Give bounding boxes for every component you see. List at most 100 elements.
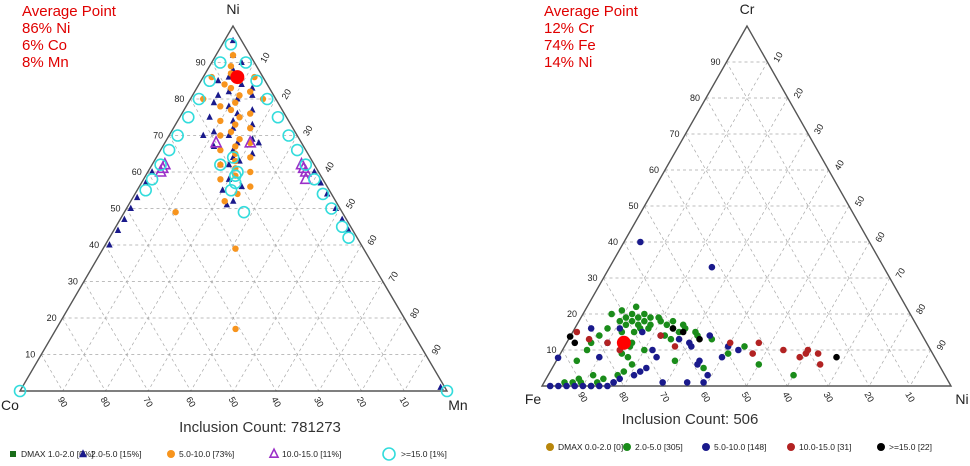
tick-label: 80 bbox=[617, 390, 631, 404]
data-point bbox=[213, 56, 227, 69]
data-point bbox=[142, 179, 149, 186]
data-point bbox=[610, 379, 617, 386]
data-point bbox=[796, 353, 804, 361]
tick-label: 50 bbox=[740, 390, 754, 404]
legend-label: >=15.0 [22] bbox=[889, 442, 932, 452]
triangle-frame bbox=[540, 24, 953, 387]
tick-label: 70 bbox=[894, 266, 908, 280]
tick-label: 10 bbox=[397, 395, 411, 409]
data-point bbox=[583, 346, 591, 354]
data-point bbox=[238, 80, 245, 87]
tick-label: 30 bbox=[68, 277, 78, 287]
tick-label: 70 bbox=[153, 131, 163, 141]
data-point bbox=[573, 328, 581, 336]
tick-label: 80 bbox=[99, 395, 113, 409]
data-point bbox=[604, 325, 611, 332]
data-point bbox=[600, 375, 607, 383]
data-point bbox=[154, 158, 167, 171]
data-point bbox=[345, 226, 352, 233]
tick-label: 20 bbox=[280, 87, 294, 101]
data-point bbox=[679, 328, 687, 336]
data-point bbox=[688, 343, 695, 350]
average-point-line: 14% Ni bbox=[544, 54, 593, 71]
data-point bbox=[608, 310, 615, 318]
legend-marker bbox=[382, 447, 396, 461]
tick-label: 30 bbox=[587, 273, 597, 283]
legend-marker bbox=[268, 447, 280, 459]
legend-label: 2.0-5.0 [15%] bbox=[91, 449, 142, 459]
tick-label: 10 bbox=[771, 50, 785, 64]
data-point bbox=[657, 332, 664, 339]
data-point bbox=[804, 346, 812, 354]
data-point bbox=[227, 128, 235, 136]
grid-line bbox=[168, 135, 320, 392]
data-point bbox=[247, 183, 254, 190]
tick-label: 30 bbox=[301, 124, 315, 138]
data-point bbox=[546, 382, 554, 390]
data-point bbox=[162, 143, 176, 157]
legend-marker bbox=[702, 443, 710, 451]
legend-label: 2.0-5.0 [305] bbox=[635, 442, 683, 452]
data-point bbox=[726, 339, 734, 347]
data-point bbox=[299, 158, 313, 171]
data-point bbox=[585, 335, 593, 343]
grid-line bbox=[211, 62, 405, 392]
data-point bbox=[616, 325, 624, 332]
tick-label: 90 bbox=[576, 390, 590, 404]
data-point bbox=[596, 353, 603, 361]
data-point bbox=[618, 307, 626, 314]
grid-line bbox=[827, 277, 891, 387]
grid-line bbox=[318, 281, 384, 392]
data-point bbox=[214, 91, 222, 98]
data-point bbox=[236, 135, 243, 143]
data-point bbox=[622, 314, 630, 321]
data-point bbox=[700, 379, 707, 386]
data-point bbox=[780, 346, 787, 354]
data-point bbox=[620, 368, 628, 375]
data-point bbox=[13, 384, 27, 398]
data-point bbox=[440, 384, 454, 398]
data-point bbox=[616, 317, 624, 325]
data-point bbox=[206, 113, 213, 120]
data-point bbox=[628, 361, 636, 368]
data-point bbox=[236, 92, 243, 99]
data-point bbox=[260, 92, 274, 106]
data-point bbox=[217, 146, 224, 154]
data-point bbox=[587, 325, 595, 332]
legend-marker bbox=[623, 443, 631, 451]
vertex-label-left: Fe bbox=[525, 391, 542, 407]
tick-label: 60 bbox=[365, 233, 379, 247]
tick-label: 60 bbox=[699, 390, 713, 404]
grid-line bbox=[868, 313, 911, 387]
average-point-line: 12% Cr bbox=[544, 20, 595, 37]
inclusion-count-label: Inclusion Count: 781273 bbox=[179, 419, 341, 436]
legend-label: 10.0-15.0 [11%] bbox=[282, 449, 341, 459]
grid-line bbox=[705, 97, 870, 387]
data-point bbox=[224, 37, 238, 51]
data-point bbox=[749, 350, 756, 357]
data-point bbox=[790, 371, 797, 379]
grid-line bbox=[644, 205, 747, 387]
data-point bbox=[106, 241, 113, 248]
data-point bbox=[641, 346, 648, 354]
vertex-label-top: Ni bbox=[226, 1, 239, 17]
data-point bbox=[145, 173, 159, 186]
tick-label: 90 bbox=[56, 395, 70, 409]
legend-label: 5.0-10.0 [148] bbox=[714, 442, 766, 452]
tick-label: 40 bbox=[269, 395, 283, 409]
data-point bbox=[200, 131, 207, 139]
data-point bbox=[671, 343, 679, 350]
data-point bbox=[308, 173, 321, 186]
tick-label: 20 bbox=[355, 395, 369, 409]
grid-line bbox=[746, 205, 850, 387]
tick-label: 20 bbox=[862, 390, 876, 404]
average-point-box-left: Average Point 86% Ni 6% Co 8% Mn bbox=[22, 3, 116, 71]
data-point bbox=[317, 179, 324, 186]
data-point bbox=[225, 131, 233, 139]
data-point bbox=[630, 328, 638, 336]
data-point bbox=[814, 350, 822, 357]
tick-label: 40 bbox=[832, 158, 846, 172]
data-point bbox=[217, 132, 224, 139]
data-point bbox=[679, 321, 687, 329]
tick-label: 60 bbox=[132, 167, 142, 177]
